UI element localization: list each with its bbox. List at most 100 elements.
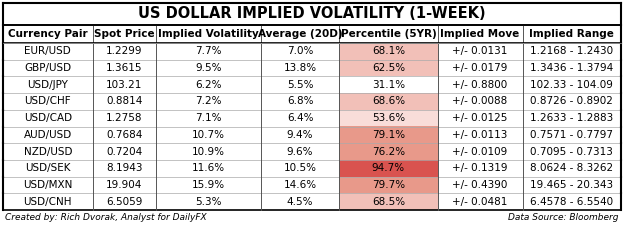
Bar — [523, 193, 621, 210]
Bar — [339, 193, 437, 210]
Text: 0.7684: 0.7684 — [106, 130, 142, 140]
Text: 9.6%: 9.6% — [287, 147, 313, 157]
Text: 1.2758: 1.2758 — [106, 113, 142, 123]
Bar — [3, 177, 93, 193]
Bar — [437, 110, 523, 126]
Text: 19.465 - 20.343: 19.465 - 20.343 — [530, 180, 613, 190]
Text: Implied Range: Implied Range — [529, 29, 614, 39]
Text: 7.0%: 7.0% — [287, 46, 313, 56]
Text: Implied Move: Implied Move — [441, 29, 520, 39]
Text: Currency Pair: Currency Pair — [8, 29, 87, 39]
Text: AUD/USD: AUD/USD — [24, 130, 72, 140]
Text: Created by: Rich Dvorak, Analyst for DailyFX: Created by: Rich Dvorak, Analyst for Dai… — [5, 213, 207, 223]
Bar — [93, 110, 156, 126]
Bar — [523, 43, 621, 60]
Bar — [261, 177, 339, 193]
Bar — [437, 126, 523, 143]
Text: USD/CHF: USD/CHF — [24, 96, 71, 106]
Bar — [523, 110, 621, 126]
Text: Average (20D): Average (20D) — [258, 29, 343, 39]
Text: 1.2168 - 1.2430: 1.2168 - 1.2430 — [530, 46, 613, 56]
Bar — [523, 177, 621, 193]
Text: GBP/USD: GBP/USD — [24, 63, 71, 73]
Text: 15.9%: 15.9% — [192, 180, 225, 190]
Bar — [3, 193, 93, 210]
Text: 68.5%: 68.5% — [372, 197, 405, 207]
Bar — [339, 43, 437, 60]
Text: 7.2%: 7.2% — [195, 96, 222, 106]
Bar — [523, 60, 621, 76]
Bar — [261, 76, 339, 93]
Bar — [437, 193, 523, 210]
Text: 1.2633 - 1.2883: 1.2633 - 1.2883 — [530, 113, 613, 123]
Text: USD/CNH: USD/CNH — [24, 197, 72, 207]
Bar — [93, 93, 156, 110]
Text: 79.7%: 79.7% — [372, 180, 405, 190]
Text: +/- 0.1319: +/- 0.1319 — [452, 163, 508, 173]
Text: 8.1943: 8.1943 — [106, 163, 142, 173]
Text: 13.8%: 13.8% — [283, 63, 316, 73]
Text: USD/JPY: USD/JPY — [27, 80, 68, 90]
Text: 31.1%: 31.1% — [372, 80, 405, 90]
Bar — [261, 160, 339, 177]
Bar — [3, 43, 93, 60]
Bar — [339, 60, 437, 76]
Text: USD/MXN: USD/MXN — [23, 180, 72, 190]
Text: 5.3%: 5.3% — [195, 197, 222, 207]
Bar — [523, 126, 621, 143]
Text: USD/SEK: USD/SEK — [25, 163, 71, 173]
Text: 10.7%: 10.7% — [192, 130, 225, 140]
Bar — [156, 60, 261, 76]
Bar — [93, 160, 156, 177]
Bar — [437, 143, 523, 160]
Text: Data Source: Bloomberg: Data Source: Bloomberg — [509, 213, 619, 223]
Bar — [156, 110, 261, 126]
Text: 0.7204: 0.7204 — [106, 147, 142, 157]
Bar — [339, 160, 437, 177]
Text: 8.0624 - 8.3262: 8.0624 - 8.3262 — [530, 163, 613, 173]
Text: USD/CAD: USD/CAD — [24, 113, 72, 123]
Bar — [156, 126, 261, 143]
Bar — [339, 76, 437, 93]
Text: 1.2299: 1.2299 — [106, 46, 142, 56]
Text: +/- 0.0131: +/- 0.0131 — [452, 46, 508, 56]
Text: 7.1%: 7.1% — [195, 113, 222, 123]
Bar — [339, 110, 437, 126]
Bar — [339, 177, 437, 193]
Text: 4.5%: 4.5% — [287, 197, 313, 207]
Text: 7.7%: 7.7% — [195, 46, 222, 56]
Bar — [261, 110, 339, 126]
Bar — [93, 60, 156, 76]
Bar — [93, 177, 156, 193]
Text: 9.5%: 9.5% — [195, 63, 222, 73]
Bar — [156, 160, 261, 177]
Text: 1.3615: 1.3615 — [106, 63, 142, 73]
Text: Implied Volatility: Implied Volatility — [158, 29, 259, 39]
Bar — [3, 143, 93, 160]
Bar — [3, 126, 93, 143]
Bar — [93, 126, 156, 143]
Bar — [93, 143, 156, 160]
Text: 11.6%: 11.6% — [192, 163, 225, 173]
Text: 62.5%: 62.5% — [372, 63, 405, 73]
Bar — [523, 143, 621, 160]
Text: +/- 0.0109: +/- 0.0109 — [452, 147, 508, 157]
Bar — [437, 160, 523, 177]
Bar — [437, 76, 523, 93]
Bar — [3, 160, 93, 177]
Text: 0.8814: 0.8814 — [106, 96, 142, 106]
Bar — [3, 76, 93, 93]
Text: 76.2%: 76.2% — [372, 147, 405, 157]
Bar — [261, 43, 339, 60]
Text: 53.6%: 53.6% — [372, 113, 405, 123]
Bar — [261, 143, 339, 160]
Bar — [156, 177, 261, 193]
Text: Spot Price: Spot Price — [94, 29, 155, 39]
Text: 10.9%: 10.9% — [192, 147, 225, 157]
Text: EUR/USD: EUR/USD — [24, 46, 71, 56]
Text: 10.5%: 10.5% — [283, 163, 316, 173]
Bar — [156, 43, 261, 60]
Text: 68.1%: 68.1% — [372, 46, 405, 56]
Bar — [437, 93, 523, 110]
Bar — [437, 60, 523, 76]
